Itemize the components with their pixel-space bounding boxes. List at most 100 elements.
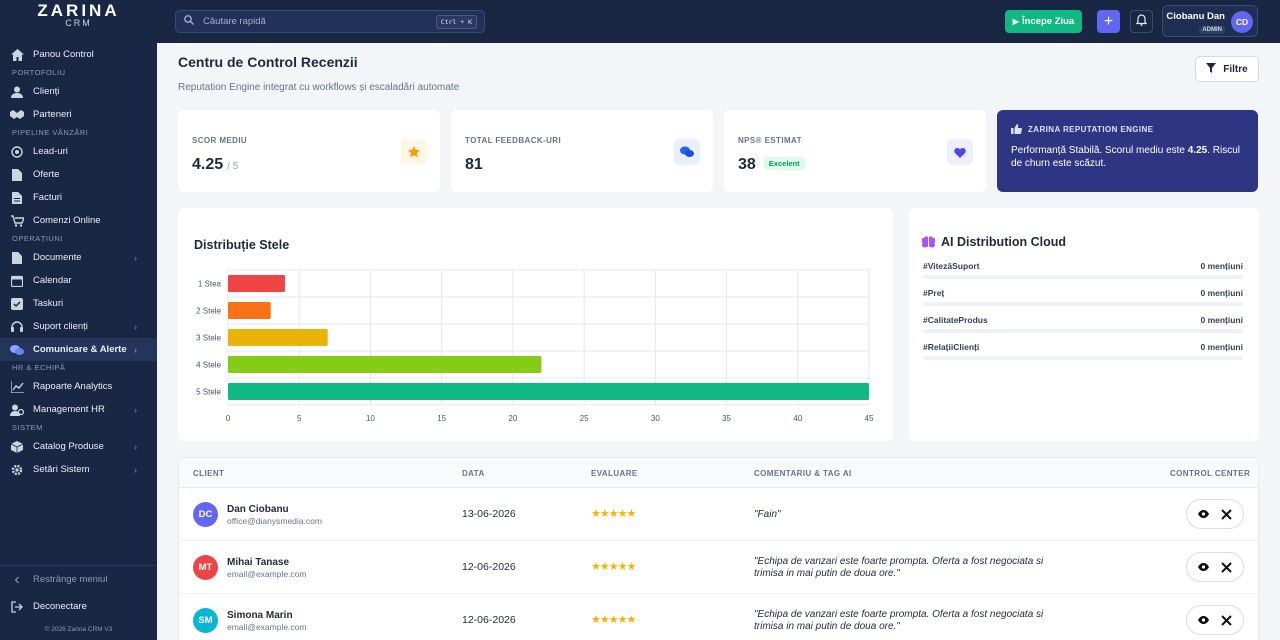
- tag-count: 0 mențiuni: [1200, 288, 1243, 298]
- heart-icon: [947, 139, 973, 165]
- client-name: Simona Marin: [227, 610, 293, 621]
- review-date: 12-06-2026: [462, 614, 516, 626]
- sidebar-item-label: Lead-uri: [33, 146, 68, 157]
- bar: [228, 329, 328, 346]
- start-day-button[interactable]: ▶ Începe Ziua: [1005, 10, 1082, 33]
- column-header: COMENTARIU & TAG AI: [754, 469, 852, 478]
- table-row: SM Simona Marin email@example.com 12-06-…: [179, 594, 1258, 640]
- engine-title-text: ZARINA REPUTATION ENGINE: [1028, 124, 1154, 134]
- sidebar-item-label: Catalog Produse: [33, 441, 104, 452]
- sidebar-item-lead-uri[interactable]: Lead-uri: [0, 140, 157, 163]
- sidebar-item-comenzi-online[interactable]: Comenzi Online: [0, 209, 157, 232]
- logout-button[interactable]: Deconectare: [0, 593, 157, 620]
- sidebar-item-parteneri[interactable]: Parteneri: [0, 103, 157, 126]
- notifications-button[interactable]: [1130, 10, 1153, 33]
- row-actions: [1186, 499, 1244, 529]
- sidebar-item-comunicare-alerte[interactable]: Comunicare & Alerte ›: [0, 338, 157, 361]
- document-icon: [10, 251, 24, 265]
- logout-label: Deconectare: [33, 601, 87, 612]
- sidebar-item-facturi[interactable]: Facturi: [0, 186, 157, 209]
- x-tick-label: 15: [437, 414, 446, 423]
- client-name: Mihai Tanase: [227, 557, 290, 568]
- logo-sub: CRM: [65, 18, 92, 28]
- sidebar-item-catalog-produse[interactable]: Catalog Produse ›: [0, 435, 157, 458]
- x-tick-label: 40: [793, 414, 802, 423]
- kpi-value: 38 Excelent: [738, 156, 805, 174]
- tag-name: #Preț: [923, 288, 945, 298]
- copyright: © 2026 Zarina CRM V3: [44, 626, 113, 633]
- chevron-right-icon: ›: [134, 344, 137, 355]
- escalate-button[interactable]: [1217, 610, 1237, 630]
- bar: [228, 275, 285, 292]
- filter-button[interactable]: Filtre: [1195, 56, 1259, 82]
- plus-icon: +: [1103, 12, 1114, 30]
- view-button[interactable]: [1194, 504, 1214, 524]
- page-subtitle: Reputation Engine integrat cu workflows …: [178, 82, 460, 93]
- sidebar-item-label: Suport clienți: [33, 321, 88, 332]
- sidebar-item-management-hr[interactable]: Management HR ›: [0, 398, 157, 421]
- sidebar-nav: Panou Control PORTOFOLIU Clienți Partene…: [0, 43, 157, 481]
- search-input[interactable]: Căutare rapidă Ctrl + K: [175, 10, 485, 33]
- tag-count: 0 mențiuni: [1200, 315, 1243, 325]
- view-button[interactable]: [1194, 557, 1214, 577]
- sidebar-item-panou-control[interactable]: Panou Control: [0, 43, 157, 66]
- sidebar-item-setari-sistem[interactable]: Setări Sistem ›: [0, 458, 157, 481]
- target-icon: [10, 145, 24, 159]
- sidebar-item-taskuri[interactable]: Taskuri: [0, 292, 157, 315]
- user-role-badge: ADMIN: [1199, 26, 1225, 34]
- user-menu[interactable]: Ciobanu Dan ADMIN CD: [1162, 5, 1258, 37]
- play-icon: ▶: [1012, 17, 1019, 26]
- chevron-right-icon: ›: [134, 321, 137, 332]
- engine-text-after: . Riscul de churn este scăzut.: [1011, 145, 1241, 169]
- checkbox-icon: [10, 297, 24, 311]
- cart-icon: [10, 214, 24, 228]
- escalate-button[interactable]: [1217, 557, 1237, 577]
- eye-icon: [1198, 510, 1209, 518]
- add-button[interactable]: +: [1097, 10, 1120, 33]
- row-actions: [1186, 552, 1244, 582]
- table-row: DC Dan Ciobanu office@dianysmedia.com 13…: [179, 488, 1258, 541]
- headset-icon: [10, 320, 24, 334]
- table-row: MT Mihai Tanase email@example.com 12-06-…: [179, 541, 1258, 594]
- bar: [228, 383, 869, 400]
- sidebar-item-label: Rapoarte Analytics: [33, 381, 113, 392]
- analytics-icon: [10, 380, 24, 394]
- search-shortcut: Ctrl + K: [435, 15, 477, 29]
- client-email: office@dianysmedia.com: [227, 516, 322, 526]
- search-placeholder: Căutare rapidă: [203, 16, 266, 27]
- chat-bubbles-icon: [674, 139, 700, 165]
- sidebar-item-oferte[interactable]: Oferte: [0, 163, 157, 186]
- file-icon: [10, 168, 24, 182]
- sidebar-item-rapoarte-analytics[interactable]: Rapoarte Analytics: [0, 375, 157, 398]
- filter-icon: [1206, 62, 1217, 76]
- y-tick-label: 3 Stele: [196, 334, 221, 343]
- sidebar-item-label: Management HR: [33, 404, 105, 415]
- sidebar-item-label: Clienți: [33, 86, 60, 97]
- kpi-card-feedback: TOTAL FEEDBACK-URI 81: [451, 110, 713, 192]
- kpi-label: NPS® ESTIMAT: [738, 136, 802, 145]
- gear-icon: [10, 463, 24, 477]
- sidebar-item-label: Panou Control: [33, 49, 94, 60]
- sidebar-item-documente[interactable]: Documente ›: [0, 246, 157, 269]
- engine-title: ZARINA REPUTATION ENGINE: [1011, 124, 1153, 134]
- view-button[interactable]: [1194, 610, 1214, 630]
- escalate-button[interactable]: [1217, 504, 1237, 524]
- box-icon: [10, 440, 24, 454]
- column-header: CLIENT: [193, 469, 225, 478]
- star-rating: ★★★★★: [591, 561, 636, 573]
- chart-title: Distribuție Stele: [194, 238, 290, 252]
- sidebar-item-label: Taskuri: [33, 298, 64, 309]
- client-name: Dan Ciobanu: [227, 504, 289, 515]
- sidebar-item-calendar[interactable]: Calendar: [0, 269, 157, 292]
- tag-row: #VitezăSuport 0 mențiuni: [923, 261, 1243, 281]
- eye-icon: [1198, 563, 1209, 571]
- logo[interactable]: ZARINA CRM: [0, 0, 157, 43]
- avatar: DC: [193, 502, 218, 527]
- sidebar-item-suport-clienti[interactable]: Suport clienți ›: [0, 315, 157, 338]
- x-tick-label: 0: [226, 414, 231, 423]
- collapse-menu-button[interactable]: ‹ Restrânge meniul: [0, 566, 157, 593]
- logo-main: ZARINA: [37, 1, 120, 20]
- sidebar-item-clienti[interactable]: Clienți: [0, 80, 157, 103]
- client-email: email@example.com: [227, 569, 307, 579]
- kpi-card-nps: NPS® ESTIMAT 38 Excelent: [724, 110, 986, 192]
